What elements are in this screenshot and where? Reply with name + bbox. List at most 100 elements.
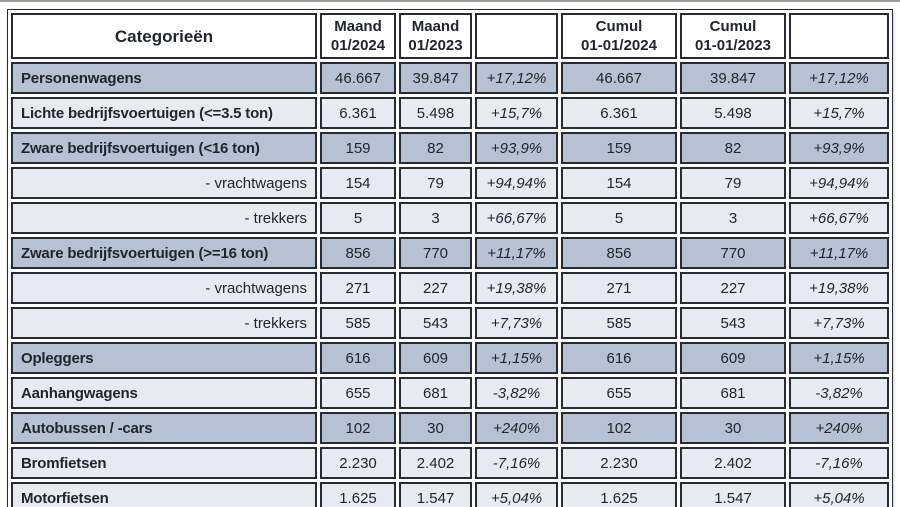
percent-cell: +94,94%: [475, 167, 558, 199]
percent-cell: -3,82%: [789, 377, 889, 409]
table-row: - vrachtwagens 271 227 +19,38% 271 227 +19,38%: [11, 272, 889, 304]
value-cell: 585: [320, 307, 396, 339]
value-cell: 39.847: [399, 62, 472, 94]
column-header-label: Cumul: [595, 18, 643, 35]
table-row: Aanhangwagens 655 681 -3,82% 655 681 -3,82%: [11, 377, 889, 409]
column-header-label: Categorieën: [114, 26, 214, 46]
value-cell: 159: [320, 132, 396, 164]
table-row: - vrachtwagens 154 79 +94,94% 154 79 +94,94%: [11, 167, 889, 199]
value-cell: 616: [320, 342, 396, 374]
value-cell: 543: [680, 307, 786, 339]
value-cell: 2.230: [320, 447, 396, 479]
value-cell: 1.625: [320, 482, 396, 507]
value-cell: 46.667: [561, 62, 677, 94]
column-header-label: Maand: [411, 18, 460, 35]
table-row: Autobussen / -cars 102 30 +240% 102 30 +240%: [11, 412, 889, 444]
column-header-cumul-2023: Cumul 01-01/2023: [680, 13, 786, 59]
column-header-categorieen: Categorieën: [11, 13, 317, 59]
percent-cell: -7,16%: [789, 447, 889, 479]
value-cell: 5.498: [680, 97, 786, 129]
value-cell: 655: [561, 377, 677, 409]
table-header: Categorieën Maand 01/2024 Maand 01/2023 …: [11, 13, 889, 59]
percent-cell: +15,7%: [475, 97, 558, 129]
percent-cell: +19,38%: [789, 272, 889, 304]
value-cell: 271: [561, 272, 677, 304]
percent-cell: +15,7%: [789, 97, 889, 129]
value-cell: 3: [399, 202, 472, 234]
table-row: Lichte bedrijfsvoertuigen (<=3.5 ton) 6.3…: [11, 97, 889, 129]
value-cell: 3: [680, 202, 786, 234]
value-cell: 30: [399, 412, 472, 444]
page-top-rule: [0, 0, 900, 2]
value-cell: 616: [561, 342, 677, 374]
table-row: - trekkers 5 3 +66,67% 5 3 +66,67%: [11, 202, 889, 234]
value-cell: 79: [399, 167, 472, 199]
category-cell: Lichte bedrijfsvoertuigen (<=3.5 ton): [11, 97, 317, 129]
value-cell: 30: [680, 412, 786, 444]
column-header-label: Maand: [334, 18, 382, 35]
value-cell: 5.498: [399, 97, 472, 129]
percent-cell: +5,04%: [475, 482, 558, 507]
column-header-label: Cumul: [709, 18, 757, 35]
value-cell: 102: [320, 412, 396, 444]
value-cell: 856: [561, 237, 677, 269]
percent-cell: +66,67%: [475, 202, 558, 234]
category-cell: Autobussen / -cars: [11, 412, 317, 444]
table-body: Personenwagens 46.667 39.847 +17,12% 46.667 3…: [11, 62, 889, 507]
subcategory-cell: - vrachtwagens: [11, 167, 317, 199]
value-cell: 609: [399, 342, 472, 374]
value-cell: 681: [680, 377, 786, 409]
percent-cell: +11,17%: [789, 237, 889, 269]
value-cell: 770: [680, 237, 786, 269]
value-cell: 227: [399, 272, 472, 304]
percent-cell: +240%: [475, 412, 558, 444]
category-cell: Motorfietsen: [11, 482, 317, 507]
subcategory-cell: - trekkers: [11, 307, 317, 339]
value-cell: 5: [561, 202, 677, 234]
value-cell: 770: [399, 237, 472, 269]
value-cell: 543: [399, 307, 472, 339]
percent-cell: -7,16%: [475, 447, 558, 479]
category-cell: Aanhangwagens: [11, 377, 317, 409]
percent-cell: +17,12%: [789, 62, 889, 94]
subcategory-cell: - vrachtwagens: [11, 272, 317, 304]
percent-cell: +17,12%: [475, 62, 558, 94]
percent-cell: +5,04%: [789, 482, 889, 507]
value-cell: 5: [320, 202, 396, 234]
value-cell: 154: [320, 167, 396, 199]
value-cell: 681: [399, 377, 472, 409]
value-cell: 82: [399, 132, 472, 164]
registrations-table: Categorieën Maand 01/2024 Maand 01/2023 …: [7, 9, 893, 507]
table-row: Motorfietsen 1.625 1.547 +5,04% 1.625 1.547 +5…: [11, 482, 889, 507]
value-cell: 271: [320, 272, 396, 304]
table-row: Personenwagens 46.667 39.847 +17,12% 46.667 3…: [11, 62, 889, 94]
column-header-sublabel: 01/2024: [330, 37, 386, 54]
value-cell: 585: [561, 307, 677, 339]
percent-cell: +93,9%: [475, 132, 558, 164]
percent-cell: +93,9%: [789, 132, 889, 164]
category-cell: Personenwagens: [11, 62, 317, 94]
column-header-cumul-2024: Cumul 01-01/2024: [561, 13, 677, 59]
percent-cell: +66,67%: [789, 202, 889, 234]
percent-cell: +19,38%: [475, 272, 558, 304]
value-cell: 154: [561, 167, 677, 199]
value-cell: 46.667: [320, 62, 396, 94]
percent-cell: +1,15%: [475, 342, 558, 374]
column-header-maand-2024: Maand 01/2024: [320, 13, 396, 59]
header-row: Categorieën Maand 01/2024 Maand 01/2023 …: [11, 13, 889, 59]
value-cell: 6.361: [320, 97, 396, 129]
percent-cell: +7,73%: [475, 307, 558, 339]
value-cell: 82: [680, 132, 786, 164]
value-cell: 2.230: [561, 447, 677, 479]
percent-cell: +7,73%: [789, 307, 889, 339]
value-cell: 39.847: [680, 62, 786, 94]
category-cell: Bromfietsen: [11, 447, 317, 479]
percent-cell: +11,17%: [475, 237, 558, 269]
value-cell: 227: [680, 272, 786, 304]
value-cell: 1.625: [561, 482, 677, 507]
column-header-pct-maand: [475, 13, 558, 59]
percent-cell: +94,94%: [789, 167, 889, 199]
table-row: Opleggers 616 609 +1,15% 616 609 +1,15%: [11, 342, 889, 374]
value-cell: 609: [680, 342, 786, 374]
